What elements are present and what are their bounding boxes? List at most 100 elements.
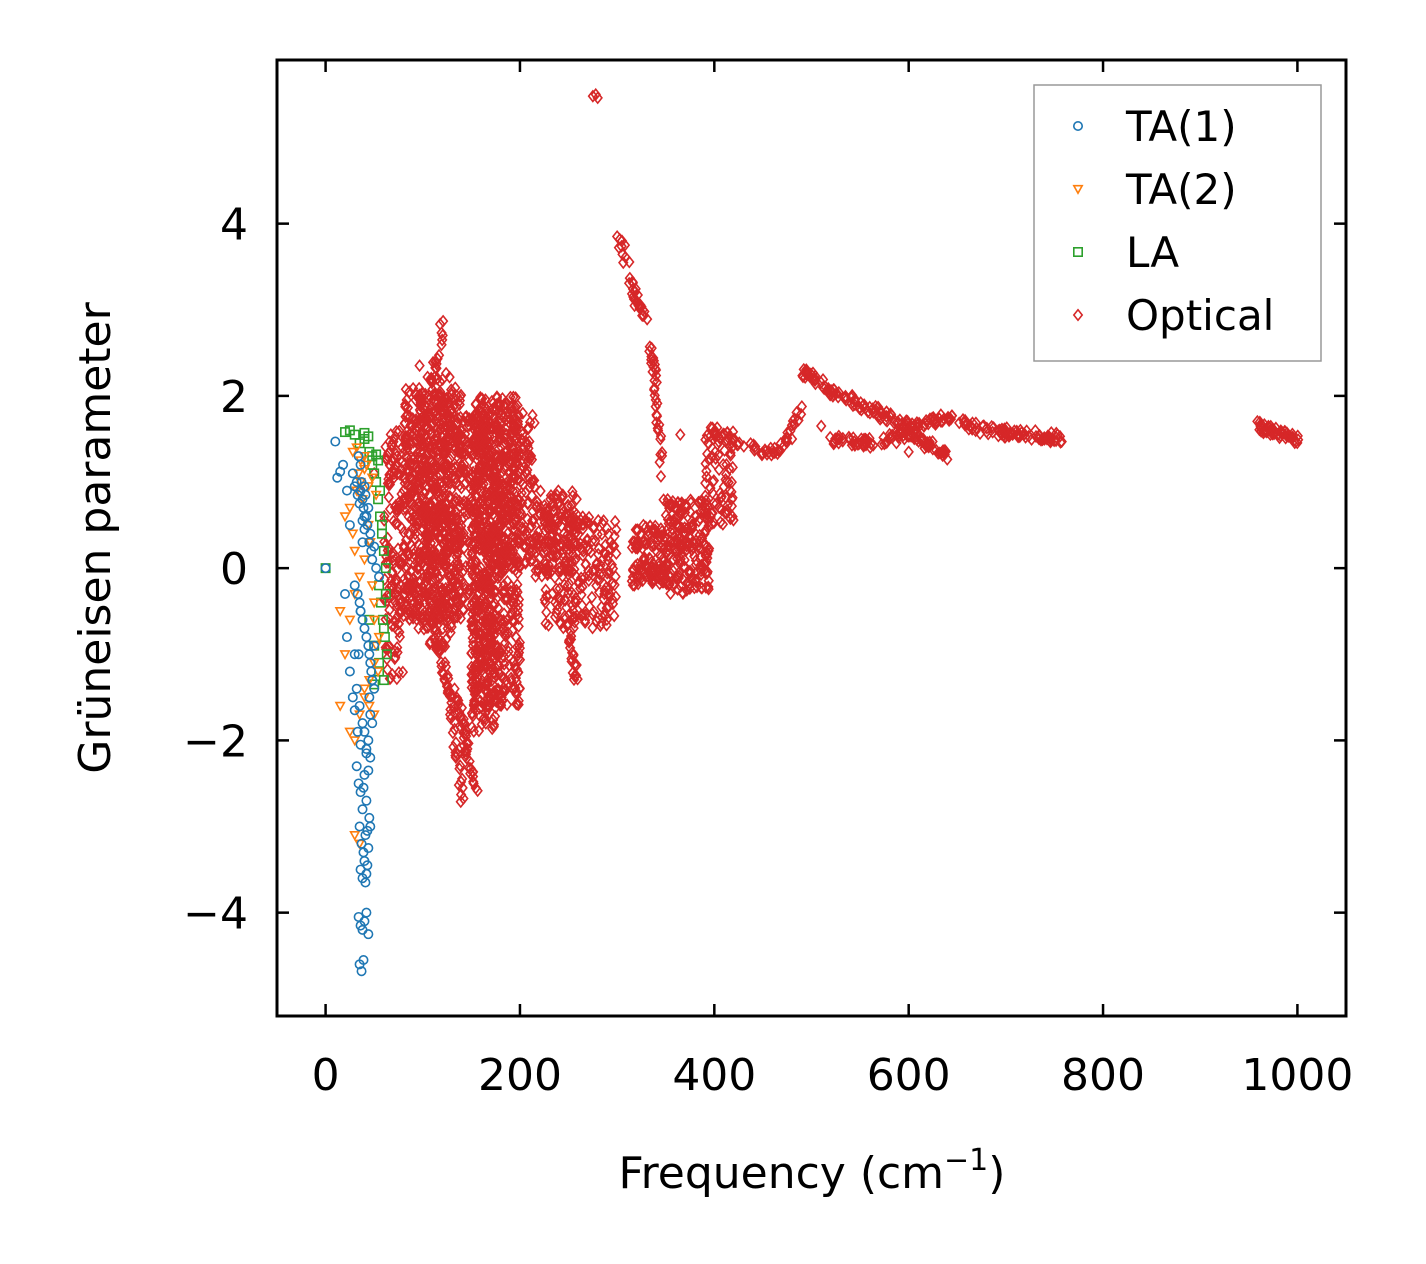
- optical-point: [635, 558, 646, 572]
- optical-point: [452, 554, 463, 568]
- y-axis-label: Grüneisen parameter: [70, 301, 121, 773]
- optical-point: [473, 586, 485, 600]
- optical-point: [526, 453, 538, 467]
- optical-point: [650, 553, 661, 567]
- optical-point: [658, 575, 669, 589]
- optical-point: [638, 533, 650, 547]
- optical-point: [512, 558, 523, 572]
- optical-point: [599, 584, 610, 598]
- optical-point: [510, 684, 522, 698]
- optical-point: [856, 432, 867, 446]
- optical-point: [483, 548, 494, 562]
- optical-point: [509, 658, 521, 672]
- optical-point: [441, 475, 453, 489]
- optical-point: [563, 635, 575, 649]
- optical-point: [1255, 421, 1266, 435]
- optical-point: [559, 555, 571, 569]
- optical-point: [766, 448, 777, 462]
- optical-point: [512, 603, 524, 617]
- data-point: [347, 529, 359, 540]
- data-point: [351, 477, 362, 488]
- optical-point: [470, 563, 482, 577]
- optical-point: [438, 550, 449, 564]
- optical-point: [421, 531, 433, 545]
- optical-point: [849, 394, 861, 408]
- optical-point: [942, 410, 954, 424]
- data-point: [344, 666, 355, 677]
- optical-point: [451, 691, 463, 705]
- data-point: [354, 821, 365, 832]
- optical-point: [580, 608, 591, 622]
- optical-point: [879, 437, 890, 451]
- optical-point: [930, 443, 942, 457]
- optical-point: [414, 359, 425, 373]
- optical-point: [457, 434, 468, 448]
- data-point: [368, 598, 380, 609]
- optical-point: [617, 247, 628, 261]
- optical-point: [474, 513, 485, 527]
- optical-point: [417, 425, 428, 439]
- optical-point: [445, 626, 456, 640]
- optical-point: [454, 759, 466, 773]
- optical-point: [404, 612, 415, 626]
- optical-point: [473, 415, 485, 429]
- optical-point: [630, 541, 641, 555]
- data-point: [351, 761, 362, 772]
- optical-point: [509, 661, 521, 675]
- optical-point: [919, 441, 930, 455]
- optical-point: [427, 482, 439, 496]
- optical-point: [1259, 417, 1270, 432]
- optical-point: [468, 635, 479, 649]
- optical-point: [700, 524, 712, 538]
- optical-point: [429, 551, 441, 565]
- optical-point: [449, 682, 460, 696]
- legend-label: TA(2): [1125, 165, 1237, 214]
- optical-point: [392, 623, 403, 637]
- optical-point: [566, 652, 577, 666]
- x-tick-label: 0: [312, 1050, 340, 1101]
- optical-point: [508, 603, 519, 617]
- optical-point: [527, 474, 539, 488]
- optical-point: [426, 510, 437, 524]
- data-point: [368, 658, 380, 669]
- optical-point: [649, 524, 661, 538]
- optical-point: [473, 537, 485, 552]
- data-point: [334, 701, 346, 712]
- data-point: [347, 468, 358, 479]
- optical-point: [455, 711, 466, 725]
- data-point: [344, 727, 356, 738]
- optical-point: [499, 454, 511, 468]
- optical-point: [585, 545, 597, 559]
- optical-point: [499, 583, 510, 598]
- data-point: [367, 554, 378, 565]
- optical-point: [988, 421, 999, 435]
- data-point: [361, 748, 372, 759]
- optical-point: [629, 299, 640, 313]
- optical-point: [490, 639, 501, 653]
- optical-point: [408, 473, 419, 487]
- optical-point: [531, 495, 543, 509]
- optical-point: [567, 565, 578, 579]
- data-point: [356, 966, 367, 977]
- optical-point: [414, 499, 425, 513]
- data-point: [330, 436, 341, 447]
- optical-point: [497, 450, 509, 464]
- optical-point: [572, 672, 583, 686]
- optical-point: [505, 671, 517, 685]
- data-point: [351, 683, 362, 694]
- x-tick-label: 800: [1061, 1050, 1145, 1101]
- x-tick-label: 400: [672, 1050, 756, 1101]
- optical-point: [456, 592, 467, 606]
- optical-point: [665, 499, 676, 513]
- optical-point: [796, 400, 808, 414]
- optical-point: [473, 627, 485, 641]
- optical-point: [507, 484, 519, 498]
- optical-point: [443, 464, 455, 478]
- optical-point: [1007, 427, 1019, 441]
- legend-item: Optical: [1072, 291, 1274, 340]
- optical-point: [518, 455, 529, 469]
- data-point: [358, 955, 369, 966]
- optical-point: [700, 580, 712, 594]
- optical-point: [483, 498, 494, 512]
- optical-point: [651, 408, 662, 422]
